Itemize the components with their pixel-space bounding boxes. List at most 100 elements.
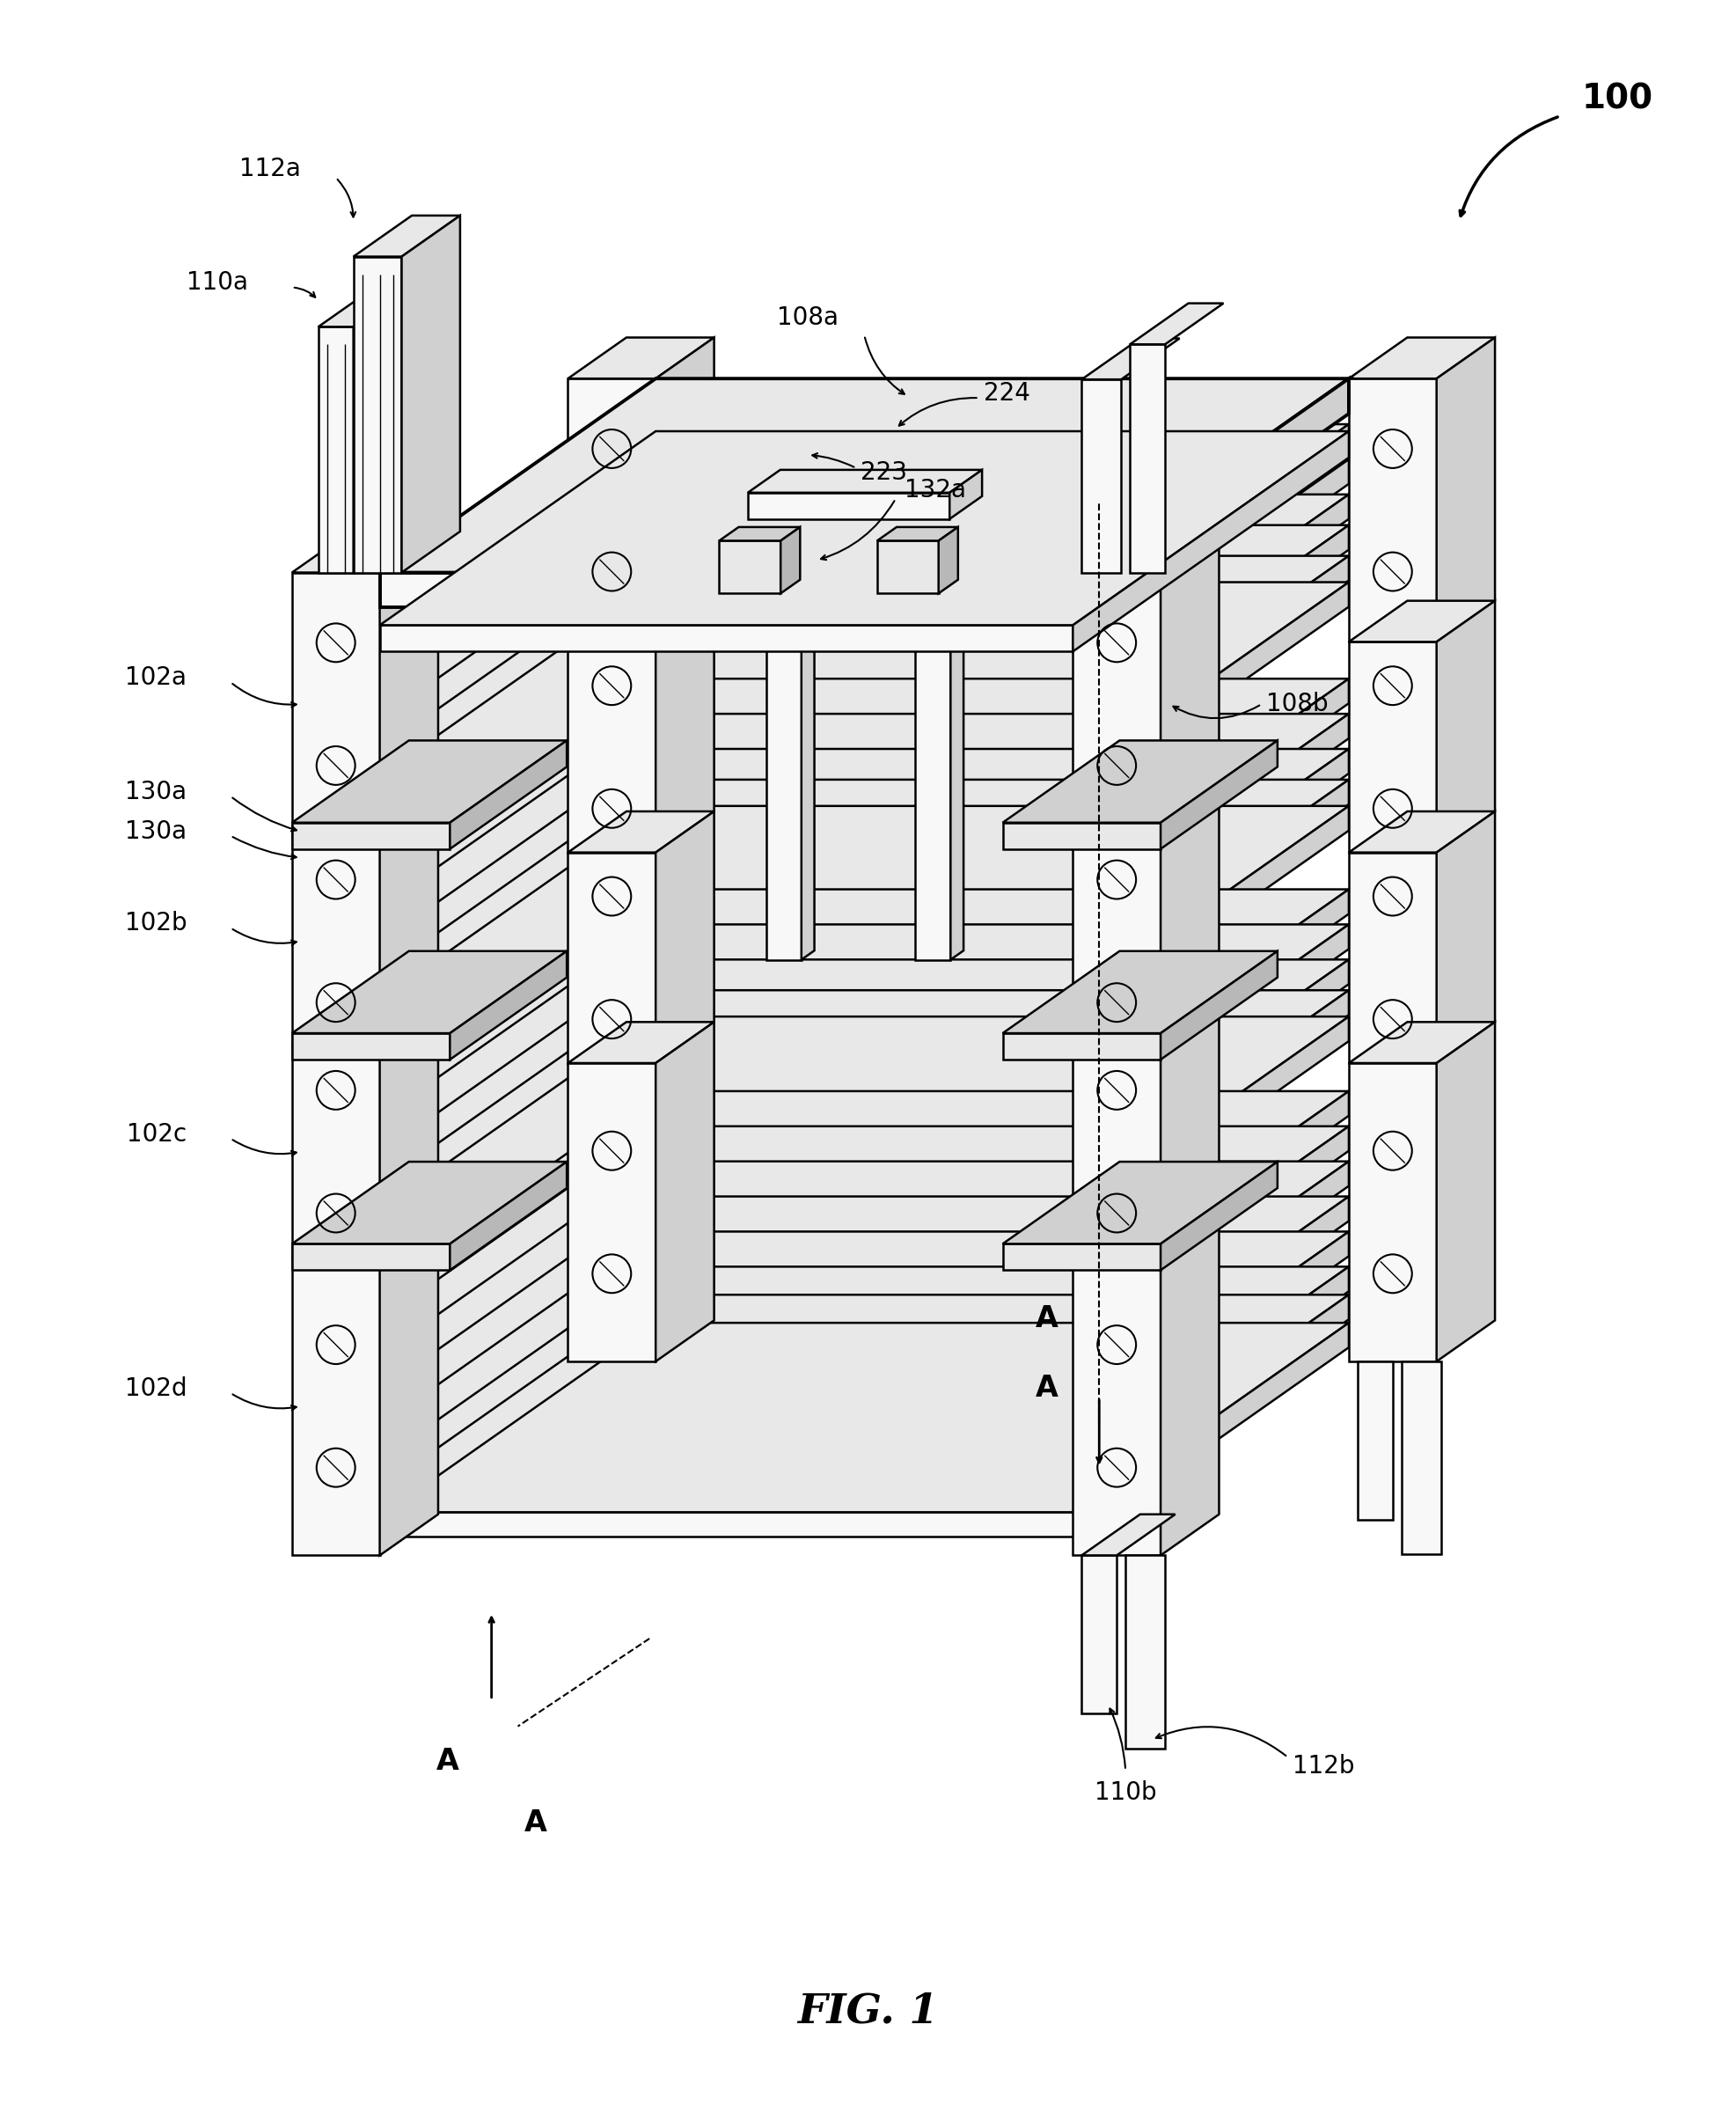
Polygon shape bbox=[292, 572, 380, 835]
Polygon shape bbox=[1003, 1032, 1161, 1060]
Polygon shape bbox=[1349, 852, 1437, 1062]
Polygon shape bbox=[385, 1317, 1080, 1340]
Polygon shape bbox=[385, 1280, 1080, 1306]
Polygon shape bbox=[1003, 740, 1278, 823]
Polygon shape bbox=[1073, 379, 1349, 608]
Polygon shape bbox=[292, 1257, 380, 1556]
Text: 132a: 132a bbox=[904, 477, 965, 502]
Polygon shape bbox=[568, 379, 656, 642]
Polygon shape bbox=[385, 1149, 1080, 1174]
Polygon shape bbox=[385, 960, 1349, 1149]
Polygon shape bbox=[1080, 583, 1349, 797]
Text: A: A bbox=[1035, 1374, 1057, 1403]
Text: 110a: 110a bbox=[186, 271, 248, 295]
Polygon shape bbox=[1130, 303, 1224, 343]
Polygon shape bbox=[1349, 642, 1437, 852]
Polygon shape bbox=[1080, 748, 1349, 962]
Polygon shape bbox=[380, 1217, 437, 1556]
Text: 102b: 102b bbox=[125, 912, 187, 935]
Polygon shape bbox=[1401, 1361, 1441, 1554]
Polygon shape bbox=[385, 526, 1349, 714]
Polygon shape bbox=[950, 471, 983, 519]
Polygon shape bbox=[354, 216, 460, 257]
Polygon shape bbox=[385, 1196, 1349, 1386]
Polygon shape bbox=[380, 430, 1349, 625]
Polygon shape bbox=[385, 714, 1349, 903]
Polygon shape bbox=[1080, 990, 1349, 1204]
Polygon shape bbox=[656, 600, 713, 852]
Polygon shape bbox=[385, 806, 1349, 994]
Polygon shape bbox=[1349, 337, 1495, 379]
Polygon shape bbox=[1161, 740, 1278, 848]
Polygon shape bbox=[1080, 1232, 1349, 1446]
Polygon shape bbox=[1349, 812, 1495, 852]
Polygon shape bbox=[292, 1244, 450, 1270]
Polygon shape bbox=[877, 541, 939, 594]
Polygon shape bbox=[1161, 952, 1278, 1060]
Polygon shape bbox=[385, 424, 1349, 613]
Polygon shape bbox=[1437, 600, 1495, 852]
Polygon shape bbox=[1003, 1162, 1278, 1244]
Polygon shape bbox=[766, 477, 814, 485]
Polygon shape bbox=[1080, 960, 1349, 1174]
Text: 130a: 130a bbox=[125, 780, 187, 803]
Polygon shape bbox=[385, 1113, 1080, 1138]
Polygon shape bbox=[292, 823, 450, 848]
Polygon shape bbox=[1073, 795, 1219, 835]
Polygon shape bbox=[877, 528, 958, 541]
Polygon shape bbox=[951, 477, 963, 960]
Polygon shape bbox=[1125, 1556, 1165, 1749]
Text: 112a: 112a bbox=[240, 157, 300, 180]
Polygon shape bbox=[1080, 806, 1349, 1020]
Polygon shape bbox=[1080, 678, 1349, 893]
Text: 102d: 102d bbox=[125, 1376, 187, 1401]
Polygon shape bbox=[318, 326, 354, 572]
Polygon shape bbox=[385, 994, 1080, 1020]
Polygon shape bbox=[385, 1079, 1080, 1102]
Polygon shape bbox=[748, 471, 983, 492]
Polygon shape bbox=[292, 1217, 437, 1257]
Polygon shape bbox=[380, 572, 1073, 608]
Polygon shape bbox=[385, 1484, 1080, 1509]
Polygon shape bbox=[568, 600, 713, 642]
Polygon shape bbox=[380, 1005, 437, 1257]
Polygon shape bbox=[318, 286, 411, 326]
Polygon shape bbox=[1080, 1126, 1349, 1340]
Polygon shape bbox=[385, 1232, 1349, 1420]
Polygon shape bbox=[380, 625, 1073, 651]
Polygon shape bbox=[1358, 1361, 1392, 1520]
Polygon shape bbox=[915, 485, 951, 960]
Polygon shape bbox=[1073, 1005, 1219, 1047]
Text: 223: 223 bbox=[861, 460, 908, 485]
Polygon shape bbox=[1080, 1323, 1349, 1537]
Polygon shape bbox=[354, 286, 411, 572]
Polygon shape bbox=[385, 888, 1349, 1079]
Polygon shape bbox=[1080, 1018, 1349, 1230]
Polygon shape bbox=[385, 772, 1080, 797]
Text: A: A bbox=[524, 1808, 547, 1838]
Polygon shape bbox=[1161, 795, 1219, 1047]
Polygon shape bbox=[1437, 1022, 1495, 1361]
Polygon shape bbox=[385, 746, 1080, 770]
Polygon shape bbox=[1082, 1556, 1116, 1713]
Polygon shape bbox=[292, 835, 380, 1047]
Polygon shape bbox=[385, 903, 1080, 929]
Polygon shape bbox=[1437, 812, 1495, 1062]
Polygon shape bbox=[385, 583, 1349, 772]
Polygon shape bbox=[1080, 1295, 1349, 1509]
Polygon shape bbox=[385, 555, 1349, 746]
Polygon shape bbox=[385, 1512, 1080, 1537]
Text: 224: 224 bbox=[983, 382, 1029, 405]
Polygon shape bbox=[292, 532, 437, 572]
Polygon shape bbox=[1073, 1047, 1161, 1257]
Polygon shape bbox=[1161, 1005, 1219, 1257]
Polygon shape bbox=[385, 924, 1349, 1113]
Polygon shape bbox=[385, 1295, 1349, 1484]
Polygon shape bbox=[1073, 572, 1161, 835]
Polygon shape bbox=[1080, 526, 1349, 740]
Polygon shape bbox=[656, 812, 713, 1062]
Text: FIG. 1: FIG. 1 bbox=[797, 1991, 937, 2031]
Polygon shape bbox=[401, 216, 460, 572]
Text: 108a: 108a bbox=[776, 305, 838, 331]
Polygon shape bbox=[1349, 1062, 1437, 1361]
